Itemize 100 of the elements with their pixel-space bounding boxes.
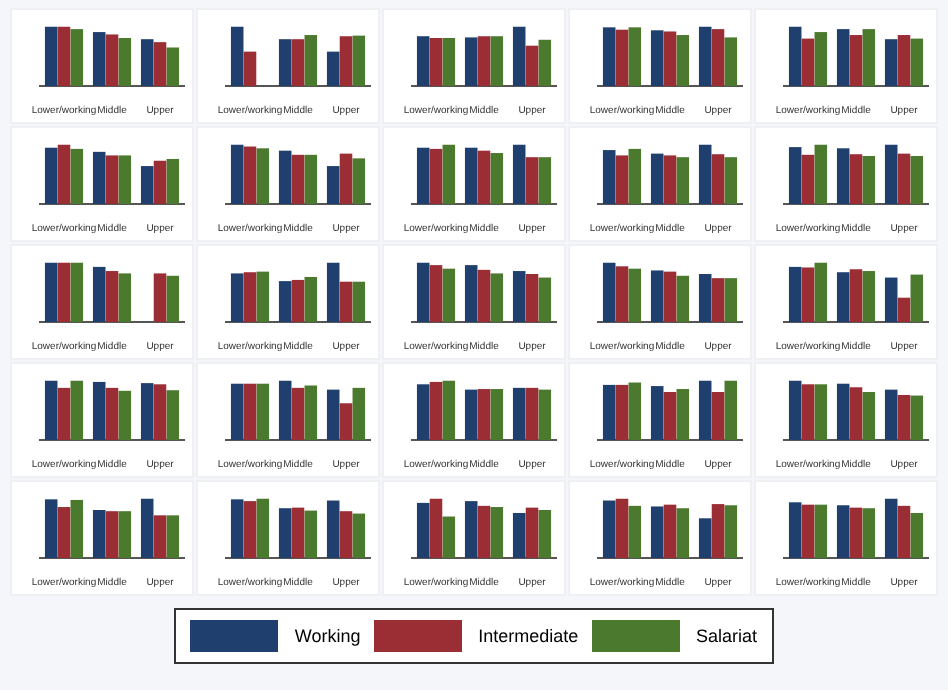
bar <box>57 507 71 558</box>
bar <box>291 507 305 558</box>
bar <box>243 146 257 204</box>
bar <box>676 508 690 558</box>
bar <box>724 157 738 204</box>
bar <box>339 36 353 86</box>
bar <box>801 267 815 322</box>
bar <box>628 268 642 322</box>
bar <box>525 507 539 558</box>
bar <box>304 385 318 440</box>
bar <box>230 383 244 440</box>
bar <box>897 394 911 440</box>
bar <box>230 499 244 558</box>
bar <box>153 160 167 204</box>
bar <box>118 155 132 204</box>
bar <box>836 505 850 558</box>
bar <box>291 39 305 86</box>
bar <box>442 38 456 86</box>
bar <box>278 281 292 322</box>
bar <box>788 380 802 440</box>
bar <box>814 32 828 86</box>
bar <box>602 500 616 558</box>
bar <box>442 268 456 322</box>
bar <box>910 274 924 322</box>
bar <box>836 272 850 322</box>
bar <box>304 35 318 86</box>
bar <box>44 262 58 322</box>
bar <box>663 271 677 322</box>
bar <box>477 269 491 322</box>
bar <box>836 383 850 440</box>
bar <box>884 39 898 86</box>
bar <box>650 270 664 322</box>
bar <box>153 515 167 558</box>
bar <box>416 36 430 86</box>
bar <box>339 403 353 440</box>
bar <box>711 278 725 322</box>
bar <box>801 504 815 558</box>
bar <box>92 266 106 322</box>
bar <box>352 35 366 86</box>
bar <box>724 505 738 558</box>
bar <box>538 39 552 86</box>
bar <box>490 507 504 558</box>
bar <box>57 144 71 204</box>
bar <box>243 272 257 322</box>
bar <box>884 277 898 322</box>
bar <box>663 504 677 558</box>
bar <box>910 512 924 558</box>
bar <box>814 504 828 558</box>
bar <box>256 498 270 558</box>
bar <box>256 148 270 204</box>
bar <box>166 275 180 322</box>
bar <box>118 511 132 558</box>
legend-label: Salariat <box>696 626 758 646</box>
bar <box>836 29 850 86</box>
bar <box>788 26 802 86</box>
bar <box>230 26 244 86</box>
bar <box>352 513 366 558</box>
bar <box>105 511 119 558</box>
bar <box>628 505 642 558</box>
bar <box>615 498 629 558</box>
bar <box>788 502 802 558</box>
bar <box>92 32 106 86</box>
bar <box>105 155 119 204</box>
bar <box>278 508 292 558</box>
bar <box>166 515 180 558</box>
bar <box>304 510 318 558</box>
bar <box>711 154 725 204</box>
bar <box>326 389 340 440</box>
bar <box>339 511 353 558</box>
bar <box>166 47 180 86</box>
bar <box>118 38 132 86</box>
bar <box>849 387 863 440</box>
bar <box>525 45 539 86</box>
bar <box>897 297 911 322</box>
bar <box>442 516 456 558</box>
bar <box>339 153 353 204</box>
bar <box>153 42 167 86</box>
bar <box>650 506 664 558</box>
bar <box>884 389 898 440</box>
bar <box>278 39 292 86</box>
bar <box>92 151 106 204</box>
bar <box>525 274 539 322</box>
bar <box>897 35 911 86</box>
bar <box>291 387 305 440</box>
bar <box>628 148 642 204</box>
bar <box>70 29 84 86</box>
bar <box>490 273 504 322</box>
bar <box>512 271 526 322</box>
bar <box>105 34 119 86</box>
bar <box>243 383 257 440</box>
bar <box>339 281 353 322</box>
bar <box>910 38 924 86</box>
bar <box>862 29 876 86</box>
bar <box>416 262 430 322</box>
bar <box>814 262 828 322</box>
bar <box>814 384 828 440</box>
bar <box>512 26 526 86</box>
bar <box>70 499 84 558</box>
bar <box>44 26 58 86</box>
bar <box>429 265 443 322</box>
